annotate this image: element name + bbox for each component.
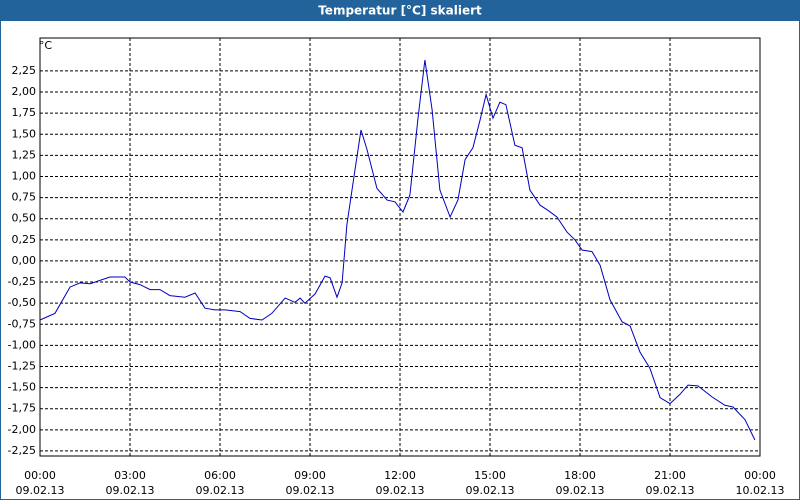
y-tick-label: -1,00 <box>8 338 36 351</box>
x-tick-date: 09.02.13 <box>466 484 515 497</box>
y-tick-label: 2,00 <box>12 85 37 98</box>
x-tick-label: 09:00 <box>294 469 326 482</box>
x-tick-date: 09.02.13 <box>556 484 605 497</box>
x-tick-date: 09.02.13 <box>286 484 335 497</box>
x-tick-date: 09.02.13 <box>376 484 425 497</box>
x-tick-date: 09.02.13 <box>646 484 695 497</box>
y-tick-label: 1,25 <box>12 148 37 161</box>
x-tick-date: 10.02.13 <box>736 484 785 497</box>
y-unit: °C <box>39 39 53 52</box>
y-tick-label: -0,50 <box>8 296 36 309</box>
x-tick-date: 09.02.13 <box>196 484 245 497</box>
x-tick-label: 15:00 <box>474 469 506 482</box>
y-tick-label: 0,25 <box>12 233 37 246</box>
y-tick-label: 1,50 <box>12 127 37 140</box>
y-tick-label: 2,25 <box>12 64 37 77</box>
y-tick-label: -2,25 <box>8 444 36 457</box>
y-tick-label: 1,75 <box>12 106 37 119</box>
x-tick-label: 06:00 <box>204 469 236 482</box>
y-tick-label: 0,00 <box>12 254 37 267</box>
x-tick-date: 09.02.13 <box>16 484 65 497</box>
y-tick-label: -1,50 <box>8 381 36 394</box>
y-tick-label: -2,00 <box>8 423 36 436</box>
y-tick-label: 0,50 <box>12 212 37 225</box>
y-tick-label: -1,75 <box>8 402 36 415</box>
title-bar <box>0 0 800 21</box>
x-tick-label: 18:00 <box>564 469 596 482</box>
x-tick-label: 21:00 <box>654 469 686 482</box>
x-tick-label: 03:00 <box>114 469 146 482</box>
y-tick-label: -0,25 <box>8 275 36 288</box>
y-tick-label: 0,75 <box>12 191 37 204</box>
x-tick-label: 12:00 <box>384 469 416 482</box>
temperature-line <box>39 59 756 441</box>
x-tick-label: 00:00 <box>24 469 56 482</box>
x-tick-label: 00:00 <box>744 469 776 482</box>
y-tick-label: -0,75 <box>8 317 36 330</box>
x-tick-date: 09.02.13 <box>106 484 155 497</box>
chart-title: Temperatur [°C] skaliert <box>318 4 482 18</box>
plot-frame <box>39 37 761 457</box>
y-tick-label: 1,00 <box>12 169 37 182</box>
y-tick-label: -1,25 <box>8 359 36 372</box>
